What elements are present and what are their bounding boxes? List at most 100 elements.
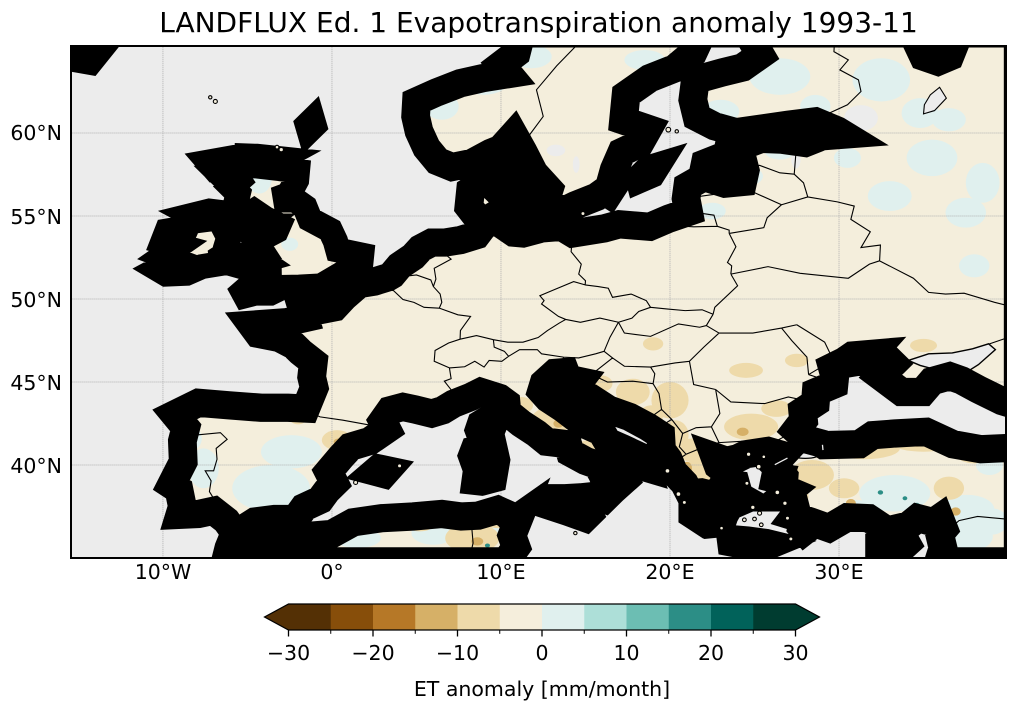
colorbar-cell: [415, 604, 458, 630]
island-specks-shape: [213, 99, 217, 103]
colorbar-cell: [711, 604, 754, 630]
anomaly-patches-shape: [484, 543, 490, 548]
anomaly-patches-shape: [281, 237, 299, 251]
anomaly-patches-shape: [867, 181, 912, 212]
island-specks-shape: [666, 127, 671, 132]
island-specks-shape: [720, 526, 724, 530]
anomaly-patches-shape: [729, 362, 763, 378]
island-specks-shape: [775, 490, 780, 495]
island-specks-shape: [279, 147, 283, 151]
lakes-shape: [572, 156, 580, 173]
island-specks-shape: [581, 212, 585, 216]
cbar-tick-20: 20: [697, 641, 725, 665]
island-specks-shape: [789, 537, 793, 541]
europe-map: [72, 47, 1005, 557]
anomaly-patches-shape: [910, 338, 938, 353]
island-specks-shape: [751, 505, 755, 509]
island-specks-shape: [354, 480, 358, 484]
colorbar-cell: [330, 604, 374, 630]
anomaly-patches-shape: [761, 400, 792, 417]
island-specks-shape: [745, 481, 749, 485]
island-specks-shape: [753, 517, 757, 521]
colorbar-cells: [288, 604, 796, 630]
anomaly-patches-shape: [642, 337, 664, 351]
y-tick-55n: 55°N: [10, 205, 62, 229]
island-specks-shape: [785, 516, 789, 520]
island-specks-shape: [275, 145, 279, 149]
anomaly-patches-shape: [965, 162, 1000, 203]
anomaly-patches-shape: [833, 147, 861, 168]
anomaly-patches-shape: [698, 202, 726, 220]
x-tick-20e: 20°E: [645, 560, 695, 584]
anomaly-patches-shape: [931, 108, 966, 132]
colorbar-cell: [626, 604, 670, 630]
anomaly-patches-shape: [852, 58, 911, 102]
anomaly-patches-shape: [724, 413, 779, 441]
straits-shape: [775, 445, 823, 465]
y-tick-40n: 40°N: [10, 454, 62, 478]
cbar-tick-30: 30: [782, 641, 809, 665]
y-tick-60n: 60°N: [10, 121, 62, 145]
anomaly-patches-shape: [974, 508, 1005, 535]
island-specks-shape: [756, 464, 761, 469]
anomaly-patches-shape: [877, 490, 884, 495]
anomaly-patches-shape: [615, 378, 650, 406]
island-specks-shape: [762, 455, 766, 459]
anomaly-patches-shape: [902, 496, 908, 501]
x-tick-10e: 10°E: [476, 560, 526, 584]
colorbar-label: ET anomaly [mm/month]: [413, 677, 671, 701]
island-specks-shape: [676, 492, 681, 497]
anomaly-patches-shape: [906, 139, 958, 177]
colorbar-cell: [373, 604, 416, 630]
colorbar-cell: [288, 604, 332, 630]
anomaly-patches-shape: [260, 435, 322, 469]
cbar-tick--10: −10: [435, 641, 480, 665]
colorbar-right-arrow: [795, 604, 820, 630]
x-tick-30e: 30°E: [814, 560, 864, 584]
island-specks-shape: [743, 518, 747, 522]
lakes-shape: [924, 87, 947, 114]
colorbar-ticks: [287, 630, 797, 637]
anomaly-patches-shape: [471, 537, 484, 546]
colorbar-cell: [542, 604, 585, 630]
island-specks-shape: [682, 500, 686, 504]
cbar-tick--30: −30: [266, 641, 311, 665]
anomaly-patches-shape: [232, 465, 310, 512]
y-tick-45n: 45°N: [10, 371, 62, 395]
x-tick-0: 0°: [320, 560, 344, 584]
colorbar-cell: [668, 604, 712, 630]
anomaly-patches-shape: [828, 478, 860, 499]
cbar-tick-10: 10: [613, 641, 640, 665]
island-specks-shape: [783, 501, 787, 505]
lakes-shape: [546, 144, 566, 157]
island-specks-shape: [209, 96, 212, 99]
anomaly-patches-shape: [859, 474, 931, 512]
island-specks-shape: [758, 511, 762, 515]
island-specks-shape: [574, 531, 577, 534]
x-tick-10w: 10°W: [134, 560, 192, 584]
anomaly-patches-shape: [933, 476, 965, 500]
colorbar-left-arrow: [264, 604, 289, 630]
anomaly-patches-shape: [945, 197, 987, 228]
y-tick-50n: 50°N: [10, 288, 62, 312]
cbar-tick--20: −20: [351, 641, 395, 665]
island-specks-shape: [675, 130, 678, 133]
anomaly-patches-shape: [736, 427, 749, 436]
chart-title: LANDFLUX Ed. 1 Evapotranspiration anomal…: [159, 6, 918, 39]
colorbar-cell: [753, 604, 796, 630]
island-specks-shape: [759, 523, 763, 527]
anomaly-patches-shape: [784, 353, 809, 368]
anomaly-patches-shape: [959, 254, 990, 278]
colorbar-cell: [499, 604, 543, 630]
straits: [775, 445, 823, 465]
colorbar-cell: [457, 604, 501, 630]
colorbar: [263, 603, 821, 637]
country-borders: [182, 47, 1005, 557]
island-specks-shape: [398, 464, 402, 468]
island-specks: [209, 96, 793, 541]
island-specks-shape: [665, 469, 670, 474]
colorbar-cell: [584, 604, 627, 630]
cbar-tick-0: 0: [535, 641, 549, 665]
island-specks-shape: [746, 452, 750, 456]
